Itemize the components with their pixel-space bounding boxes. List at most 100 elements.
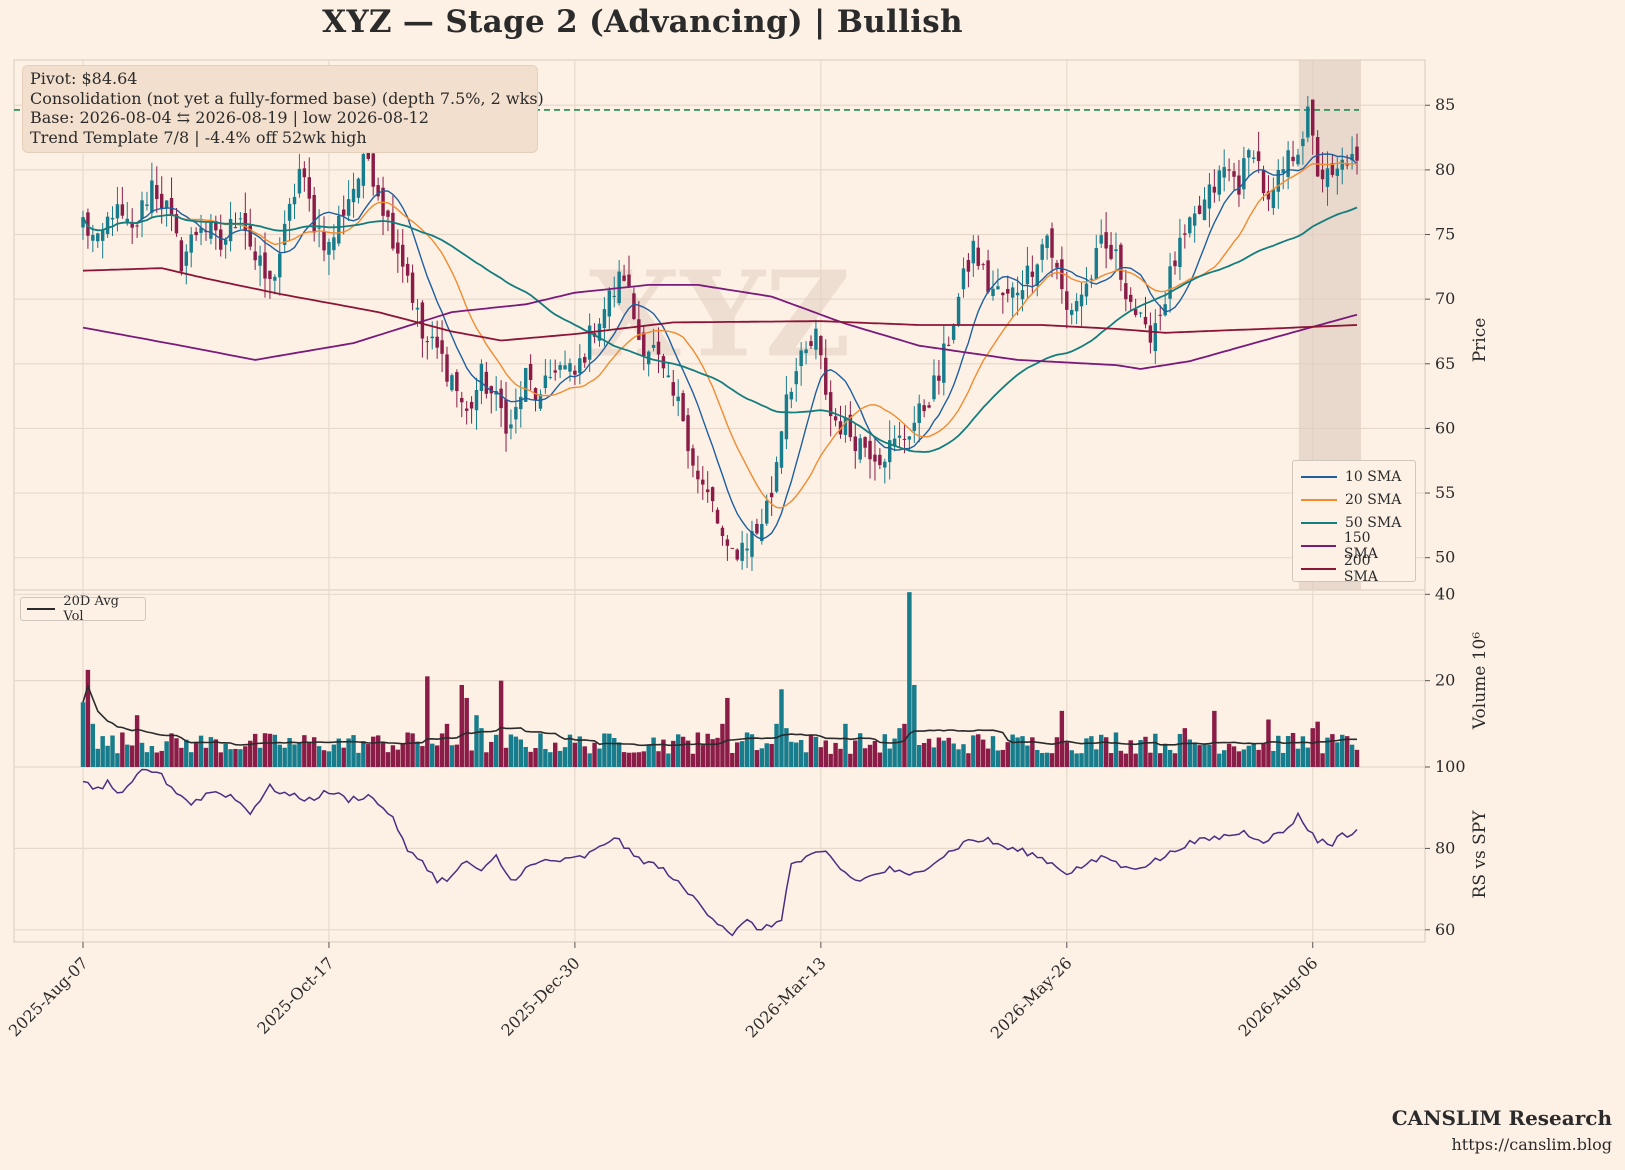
candle-body bbox=[455, 372, 459, 392]
legend-item-sma50: 50 SMA bbox=[1301, 511, 1407, 534]
candle-body bbox=[1212, 186, 1217, 193]
volume-bar bbox=[484, 752, 489, 767]
candle-body bbox=[479, 363, 484, 391]
volume-bar bbox=[612, 737, 617, 767]
candle-body bbox=[1266, 191, 1271, 200]
volume-bar bbox=[705, 733, 710, 767]
volume-bar bbox=[1133, 753, 1138, 767]
volume-bar bbox=[916, 745, 922, 767]
candle-body bbox=[140, 200, 144, 219]
base-dates-info-line: Base: 2026-08-04 ⇆ 2026-08-19 | low 2026… bbox=[30, 108, 429, 128]
candle-body bbox=[887, 440, 892, 463]
candle-body bbox=[1281, 169, 1285, 173]
volume-bar bbox=[159, 750, 164, 767]
price-tick-label: 60 bbox=[1435, 418, 1455, 437]
candle-body bbox=[804, 349, 808, 354]
candle-body bbox=[1065, 291, 1069, 310]
candle-body bbox=[897, 435, 902, 438]
volume-bar bbox=[562, 747, 568, 767]
volume-tick-label: 20 bbox=[1435, 671, 1455, 690]
volume-bar bbox=[174, 738, 179, 767]
chart-title: XYZ — Stage 2 (Advancing) | Bullish bbox=[322, 4, 963, 40]
volume-bar bbox=[552, 742, 558, 767]
rs-line bbox=[82, 768, 1358, 937]
volume-bar bbox=[803, 752, 809, 767]
candle-body bbox=[1301, 138, 1305, 147]
volume-bar bbox=[1000, 749, 1006, 767]
volume-bar bbox=[1192, 742, 1197, 767]
volume-bar bbox=[1207, 744, 1212, 767]
candle-body bbox=[268, 270, 272, 280]
volume-bar bbox=[326, 751, 332, 767]
x-tick-label: 2026-May-26 bbox=[987, 953, 1076, 1042]
volume-bar bbox=[798, 739, 804, 767]
candle-body bbox=[96, 233, 100, 242]
volume-bar bbox=[489, 741, 494, 767]
candle-body bbox=[302, 168, 307, 178]
volume-bar bbox=[1030, 737, 1035, 767]
candle-body bbox=[155, 185, 159, 199]
volume-bar bbox=[995, 750, 1001, 767]
legend-swatch-sma50 bbox=[1301, 521, 1337, 524]
candle-body bbox=[878, 454, 882, 466]
candle-body bbox=[499, 388, 503, 409]
volume-bar bbox=[193, 742, 199, 767]
volume-bar bbox=[164, 741, 169, 767]
legend-label-avg-vol: 20D Avg Vol bbox=[63, 594, 119, 624]
volume-bar bbox=[1221, 750, 1227, 767]
volume-bar bbox=[105, 745, 110, 767]
volume-bar bbox=[208, 737, 214, 767]
candle-body bbox=[1311, 99, 1315, 136]
volume-bar bbox=[656, 751, 661, 767]
volume-bar bbox=[572, 742, 578, 767]
volume-bar bbox=[218, 752, 223, 767]
candle-body bbox=[415, 307, 420, 310]
candle-body bbox=[1040, 244, 1044, 260]
candle-body bbox=[1237, 175, 1241, 195]
legend-swatch-avg-vol bbox=[27, 608, 56, 610]
volume-bar bbox=[1054, 737, 1060, 767]
candle-body bbox=[238, 218, 243, 220]
candle-body bbox=[760, 523, 764, 542]
volume-bar bbox=[1128, 740, 1133, 767]
candle-body bbox=[637, 319, 641, 340]
candle-body bbox=[966, 260, 971, 272]
candle-body bbox=[194, 231, 198, 236]
candle-body bbox=[1094, 248, 1099, 280]
volume-bar bbox=[769, 743, 774, 767]
candle-body bbox=[243, 213, 248, 232]
volume-bar bbox=[848, 753, 853, 767]
volume-bar bbox=[1187, 739, 1192, 767]
candle-body bbox=[401, 244, 405, 267]
volume-bar bbox=[410, 733, 415, 767]
candle-body bbox=[1320, 169, 1325, 180]
candle-body bbox=[1227, 169, 1231, 171]
volume-bar bbox=[843, 723, 848, 767]
volume-bar bbox=[341, 747, 346, 767]
candle-body bbox=[1256, 151, 1261, 162]
candle-body bbox=[110, 217, 115, 220]
volume-bar bbox=[351, 735, 356, 767]
candle-body bbox=[986, 260, 990, 293]
candle-body bbox=[632, 293, 636, 319]
volume-bar bbox=[474, 715, 479, 767]
candle-body bbox=[1306, 106, 1310, 138]
candle-body bbox=[1114, 249, 1118, 252]
candle-body bbox=[405, 263, 410, 276]
candle-body bbox=[287, 203, 292, 221]
legend-label-sma20: 20 SMA bbox=[1345, 491, 1402, 508]
candle-body bbox=[627, 274, 631, 287]
candle-body bbox=[282, 223, 287, 246]
volume-bar bbox=[125, 744, 130, 767]
candle-body bbox=[489, 386, 493, 394]
volume-bar bbox=[169, 733, 174, 767]
volume-bar bbox=[1276, 735, 1281, 767]
volume-bar bbox=[784, 728, 789, 767]
volume-bar bbox=[734, 742, 740, 767]
candle-body bbox=[1020, 290, 1025, 300]
candle-body bbox=[671, 382, 675, 396]
volume-bar bbox=[1349, 744, 1355, 767]
volume-bar bbox=[749, 734, 755, 767]
candle-body bbox=[273, 276, 277, 281]
volume-bar bbox=[867, 744, 873, 767]
